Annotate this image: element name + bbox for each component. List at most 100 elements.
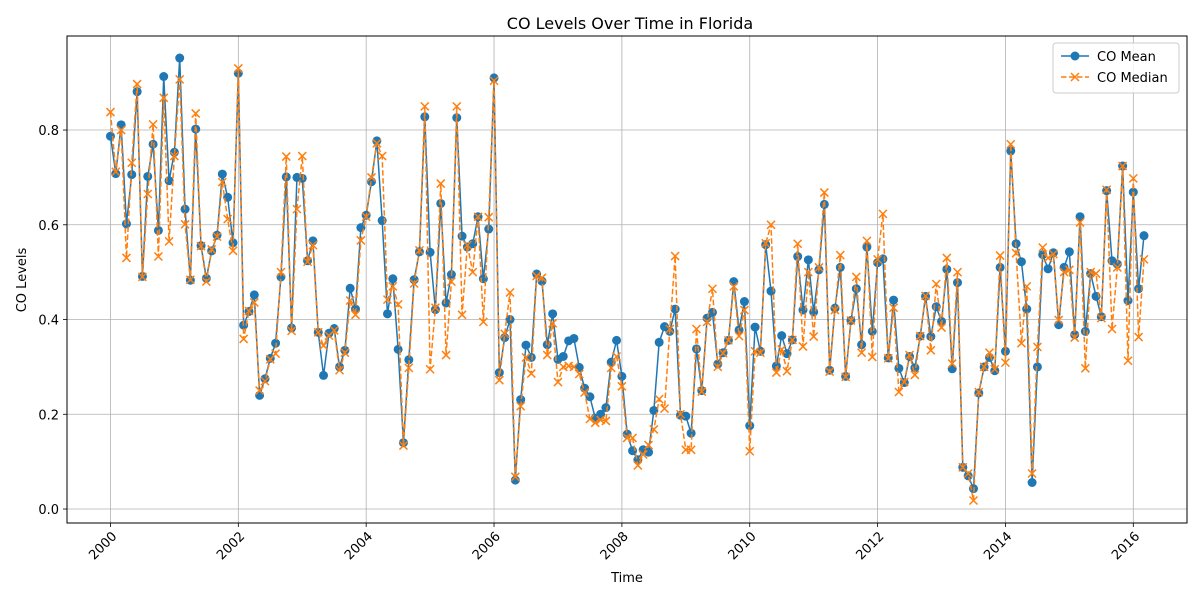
- data-point: [425, 364, 435, 374]
- data-point: [761, 238, 771, 248]
- data-point: [1075, 217, 1085, 227]
- x-axis-title: Time: [610, 571, 643, 586]
- data-point: [319, 370, 329, 380]
- data-point: [255, 390, 265, 400]
- data-point: [1006, 139, 1016, 149]
- data-point: [244, 306, 254, 316]
- data-point: [755, 348, 765, 358]
- data-point: [739, 297, 749, 307]
- data-point: [308, 236, 318, 246]
- data-point: [926, 332, 936, 342]
- data-point: [228, 246, 238, 256]
- data-point: [196, 241, 206, 251]
- data-point: [217, 169, 227, 179]
- data-point: [777, 344, 787, 354]
- data-point: [377, 151, 387, 161]
- data-point: [713, 362, 723, 372]
- y-axis: 0.0 0.2 0.4 0.6 0.8: [38, 124, 67, 518]
- data-point: [516, 401, 526, 411]
- data-point: [271, 349, 281, 359]
- data-point: [649, 424, 659, 434]
- data-point: [404, 355, 414, 365]
- data-point: [750, 322, 760, 332]
- data-point: [1059, 267, 1069, 277]
- data-point: [388, 274, 398, 284]
- data-point: [334, 365, 345, 375]
- data-point: [548, 309, 558, 319]
- data-point: [654, 394, 664, 404]
- data-point: [601, 403, 611, 413]
- data-point: [1027, 468, 1037, 479]
- data-point: [313, 327, 323, 337]
- data-point: [153, 251, 163, 262]
- data-point: [350, 310, 361, 320]
- data-point: [1043, 264, 1053, 274]
- data-point: [537, 273, 547, 283]
- data-point: [702, 317, 712, 327]
- data-point: [873, 254, 883, 264]
- data-point: [697, 387, 707, 397]
- data-point: [654, 337, 664, 347]
- data-point: [430, 305, 440, 315]
- data-point: [1080, 363, 1090, 373]
- data-point: [921, 291, 931, 301]
- data-point: [771, 368, 781, 378]
- data-point: [1139, 254, 1149, 264]
- y-tick-label: 0.6: [38, 219, 59, 234]
- data-point: [910, 363, 920, 373]
- data-point: [1000, 358, 1010, 368]
- data-point: [601, 416, 611, 426]
- data-point: [1016, 257, 1026, 267]
- data-point: [159, 72, 169, 82]
- data-point: [878, 209, 888, 219]
- data-point: [308, 240, 318, 250]
- data-point: [116, 120, 126, 130]
- data-point: [409, 278, 419, 289]
- data-point: [771, 361, 781, 371]
- data-point: [532, 271, 542, 281]
- data-point: [734, 331, 744, 341]
- data-point: [1118, 161, 1128, 171]
- data-point: [1139, 231, 1149, 241]
- data-point: [1102, 185, 1112, 195]
- data-point: [180, 219, 190, 229]
- data-point: [1096, 313, 1106, 323]
- data-point: [814, 262, 824, 272]
- data-point: [335, 362, 345, 372]
- data-point: [319, 341, 329, 351]
- data-point: [707, 284, 718, 294]
- data-point: [931, 279, 941, 289]
- data-point: [942, 253, 952, 263]
- data-point: [489, 73, 499, 83]
- y-tick-label: 0.0: [38, 503, 59, 518]
- data-point: [489, 76, 499, 86]
- data-point: [1032, 342, 1042, 352]
- data-point: [260, 374, 270, 384]
- data-point: [276, 267, 286, 277]
- data-point: [164, 236, 174, 246]
- plot-frame: [66, 35, 1188, 524]
- data-point: [372, 136, 382, 146]
- data-point: [121, 219, 131, 229]
- data-point: [750, 346, 760, 356]
- data-point: [612, 351, 622, 362]
- data-point: [1032, 362, 1042, 372]
- data-point: [926, 345, 936, 355]
- data-point: [105, 107, 116, 117]
- data-point: [739, 305, 749, 315]
- data-point: [851, 284, 861, 294]
- data-point: [644, 447, 654, 457]
- data-point: [345, 283, 355, 293]
- series-layer: [105, 53, 1149, 506]
- data-point: [899, 377, 909, 387]
- data-point: [185, 275, 195, 285]
- legend-label-co-mean: CO Mean: [1097, 50, 1156, 65]
- data-point: [574, 369, 584, 379]
- data-point: [1112, 259, 1122, 269]
- data-point: [947, 359, 957, 369]
- data-point: [1054, 315, 1064, 325]
- data-point: [830, 305, 840, 315]
- data-point: [1027, 477, 1037, 487]
- data-point: [1123, 296, 1133, 306]
